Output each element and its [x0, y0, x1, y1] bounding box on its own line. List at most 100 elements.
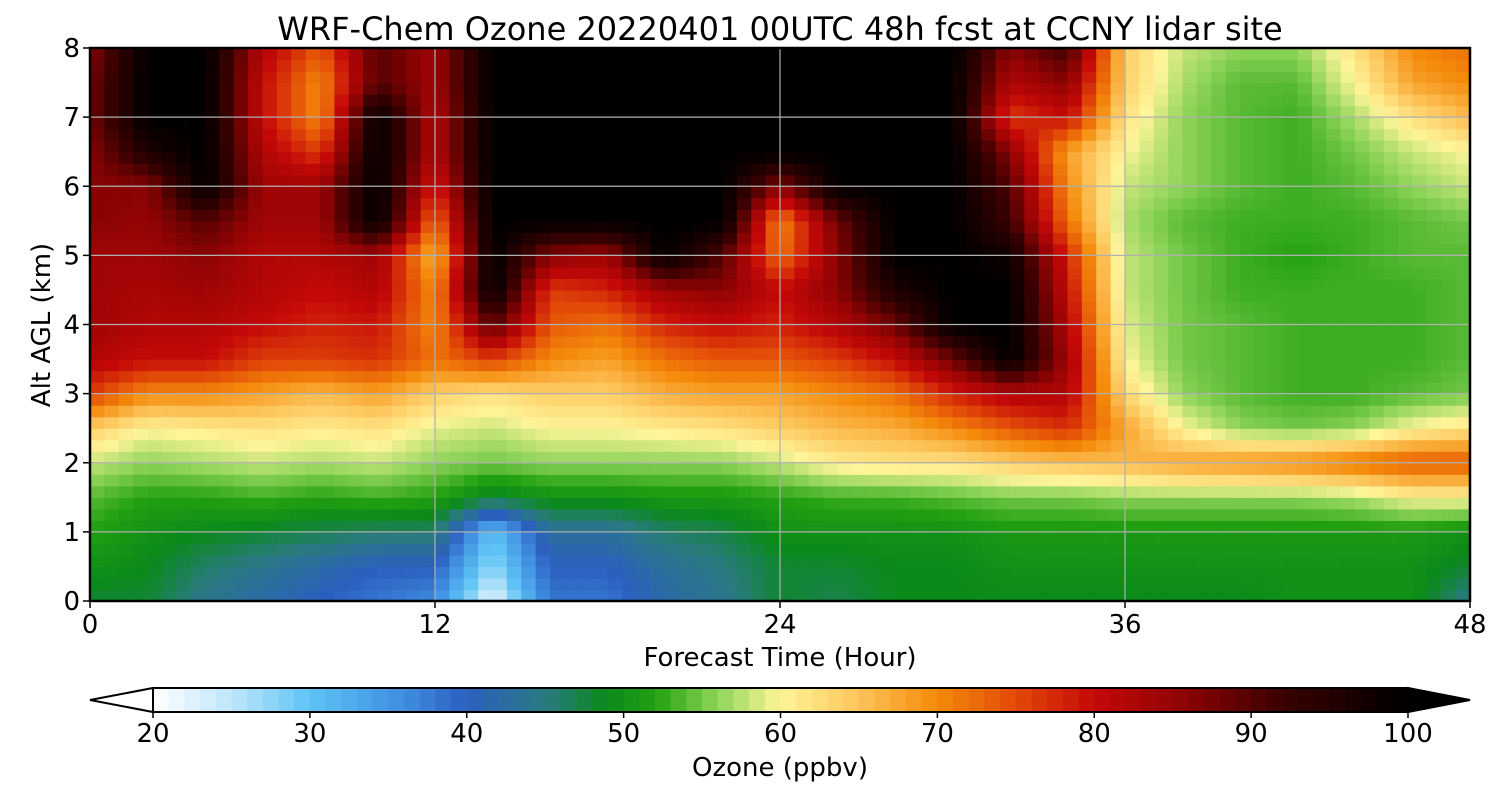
colorbar-segment: [309, 688, 327, 712]
heatmap-cell: [1081, 94, 1097, 107]
heatmap-cell: [1211, 82, 1227, 95]
heatmap-cell: [1038, 462, 1054, 475]
heatmap-cell: [780, 82, 795, 95]
heatmap-cell: [377, 278, 393, 291]
heatmap-cell: [736, 485, 752, 498]
heatmap-cell: [449, 347, 465, 360]
heatmap-cell: [1053, 243, 1069, 256]
heatmap-cell: [564, 289, 580, 303]
heatmap-cell: [1326, 589, 1342, 602]
heatmap-cell: [1398, 405, 1414, 418]
heatmap-cell: [1225, 140, 1241, 153]
heatmap-cell: [1024, 336, 1040, 349]
heatmap-cell: [650, 48, 666, 61]
heatmap-cell: [736, 370, 752, 383]
heatmap-cell: [1024, 289, 1040, 303]
heatmap-cell: [1383, 405, 1399, 418]
heatmap-cell: [449, 336, 465, 349]
heatmap-cell: [133, 347, 149, 360]
heatmap-cell: [1326, 117, 1342, 130]
colorbar-segment: [827, 688, 844, 712]
heatmap-cell: [334, 474, 350, 487]
heatmap-cell: [1297, 336, 1313, 349]
heatmap-cell: [219, 531, 235, 544]
heatmap-cell: [1053, 163, 1069, 176]
heatmap-cell: [765, 485, 781, 498]
heatmap-cell: [1398, 48, 1414, 61]
heatmap-cell: [248, 405, 264, 418]
heatmap-cell: [1038, 393, 1054, 406]
heatmap-cell: [550, 266, 565, 280]
heatmap-cell: [1240, 485, 1255, 498]
heatmap-cell: [1211, 255, 1227, 268]
heatmap-cell: [262, 186, 278, 199]
heatmap-cell: [320, 543, 335, 556]
heatmap-cell: [1383, 554, 1399, 568]
heatmap-cell: [248, 48, 264, 61]
heatmap-cell: [449, 163, 465, 176]
heatmap-cell: [435, 485, 450, 498]
heatmap-cell: [1455, 531, 1471, 544]
heatmap-cell: [808, 508, 824, 521]
y-tick-label: 3: [63, 380, 80, 410]
heatmap-cell: [276, 405, 292, 418]
heatmap-cell: [1182, 405, 1198, 418]
heatmap-cell: [1283, 497, 1299, 510]
heatmap-cell: [1441, 405, 1457, 418]
heatmap-cell: [693, 428, 709, 441]
heatmap-cell: [348, 451, 364, 464]
heatmap-cell: [463, 508, 479, 521]
heatmap-cell: [276, 105, 292, 118]
heatmap-cell: [923, 336, 939, 349]
heatmap-cell: [305, 543, 321, 556]
heatmap-cell: [564, 266, 580, 280]
heatmap-cell: [851, 48, 867, 61]
heatmap-cell: [305, 416, 321, 429]
heatmap-cell: [348, 336, 364, 349]
colorbar-segment: [231, 688, 248, 712]
heatmap-cell: [1369, 474, 1385, 487]
heatmap-cell: [808, 405, 824, 418]
heatmap-cell: [851, 589, 867, 602]
heatmap-cell: [938, 128, 954, 141]
colorbar-segment: [1078, 688, 1095, 712]
heatmap-cell: [1311, 577, 1327, 591]
heatmap-cell: [1053, 140, 1069, 153]
heatmap-cell: [1268, 117, 1284, 130]
heatmap-cell: [320, 278, 335, 291]
heatmap-cell: [233, 554, 249, 568]
heatmap-cell: [233, 82, 249, 95]
heatmap-cell: [550, 531, 565, 544]
heatmap-cell: [348, 359, 364, 372]
heatmap-cell: [981, 117, 997, 130]
heatmap-cell: [219, 232, 235, 245]
heatmap-cell: [866, 289, 882, 303]
heatmap-cell: [909, 336, 925, 349]
heatmap-cell: [1268, 289, 1284, 303]
heatmap-cell: [276, 577, 292, 591]
heatmap-cell: [564, 243, 580, 256]
heatmap-cell: [535, 393, 551, 406]
heatmap-cell: [1326, 531, 1342, 544]
heatmap-cell: [334, 508, 350, 521]
heatmap-cell: [909, 554, 925, 568]
heatmap-cell: [851, 347, 867, 360]
heatmap-cell: [1139, 140, 1155, 153]
heatmap-cell: [377, 347, 393, 360]
colorbar-segment: [749, 688, 766, 712]
heatmap-cell: [1441, 566, 1457, 579]
heatmap-cell: [161, 554, 177, 568]
heatmap-cell: [866, 266, 882, 280]
heatmap-cell: [909, 243, 925, 256]
heatmap-cell: [1383, 255, 1399, 268]
heatmap-cell: [262, 174, 278, 187]
heatmap-cell: [923, 428, 939, 441]
heatmap-cell: [391, 508, 407, 521]
heatmap-cell: [1110, 336, 1126, 349]
heatmap-cell: [593, 416, 609, 429]
heatmap-cell: [1455, 117, 1471, 130]
heatmap-cell: [1383, 82, 1399, 95]
heatmap-cell: [406, 543, 422, 556]
heatmap-cell: [506, 336, 522, 349]
heatmap-cell: [1398, 243, 1414, 256]
